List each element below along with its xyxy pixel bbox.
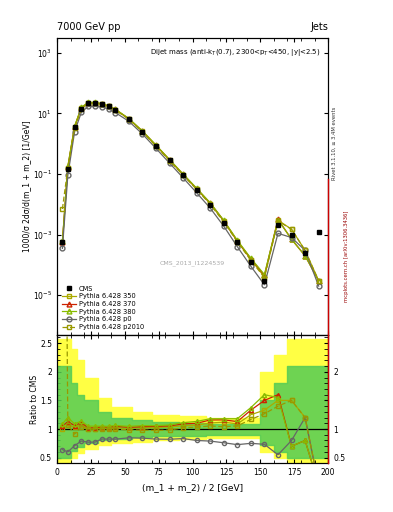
Text: Rivet 3.1.10, ≥ 3.4M events: Rivet 3.1.10, ≥ 3.4M events bbox=[332, 106, 337, 180]
Text: 7000 GeV pp: 7000 GeV pp bbox=[57, 22, 121, 32]
Legend: CMS, Pythia 6.428 350, Pythia 6.428 370, Pythia 6.428 380, Pythia 6.428 p0, Pyth: CMS, Pythia 6.428 350, Pythia 6.428 370,… bbox=[60, 284, 145, 331]
Y-axis label: Ratio to CMS: Ratio to CMS bbox=[29, 374, 39, 423]
X-axis label: (m_1 + m_2) / 2 [GeV]: (m_1 + m_2) / 2 [GeV] bbox=[142, 483, 243, 492]
Y-axis label: 1000/σ 2dσ/d(m_1 + m_2) [1/GeV]: 1000/σ 2dσ/d(m_1 + m_2) [1/GeV] bbox=[22, 121, 31, 252]
Text: Dijet mass (anti-k$_{T}$(0.7), 2300<p$_{T}$<450, |y|<2.5): Dijet mass (anti-k$_{T}$(0.7), 2300<p$_{… bbox=[150, 47, 320, 58]
Text: mcplots.cern.ch [arXiv:1306.3436]: mcplots.cern.ch [arXiv:1306.3436] bbox=[344, 210, 349, 302]
Text: Jets: Jets bbox=[310, 22, 328, 32]
Text: CMS_2013_I1224539: CMS_2013_I1224539 bbox=[160, 261, 225, 266]
